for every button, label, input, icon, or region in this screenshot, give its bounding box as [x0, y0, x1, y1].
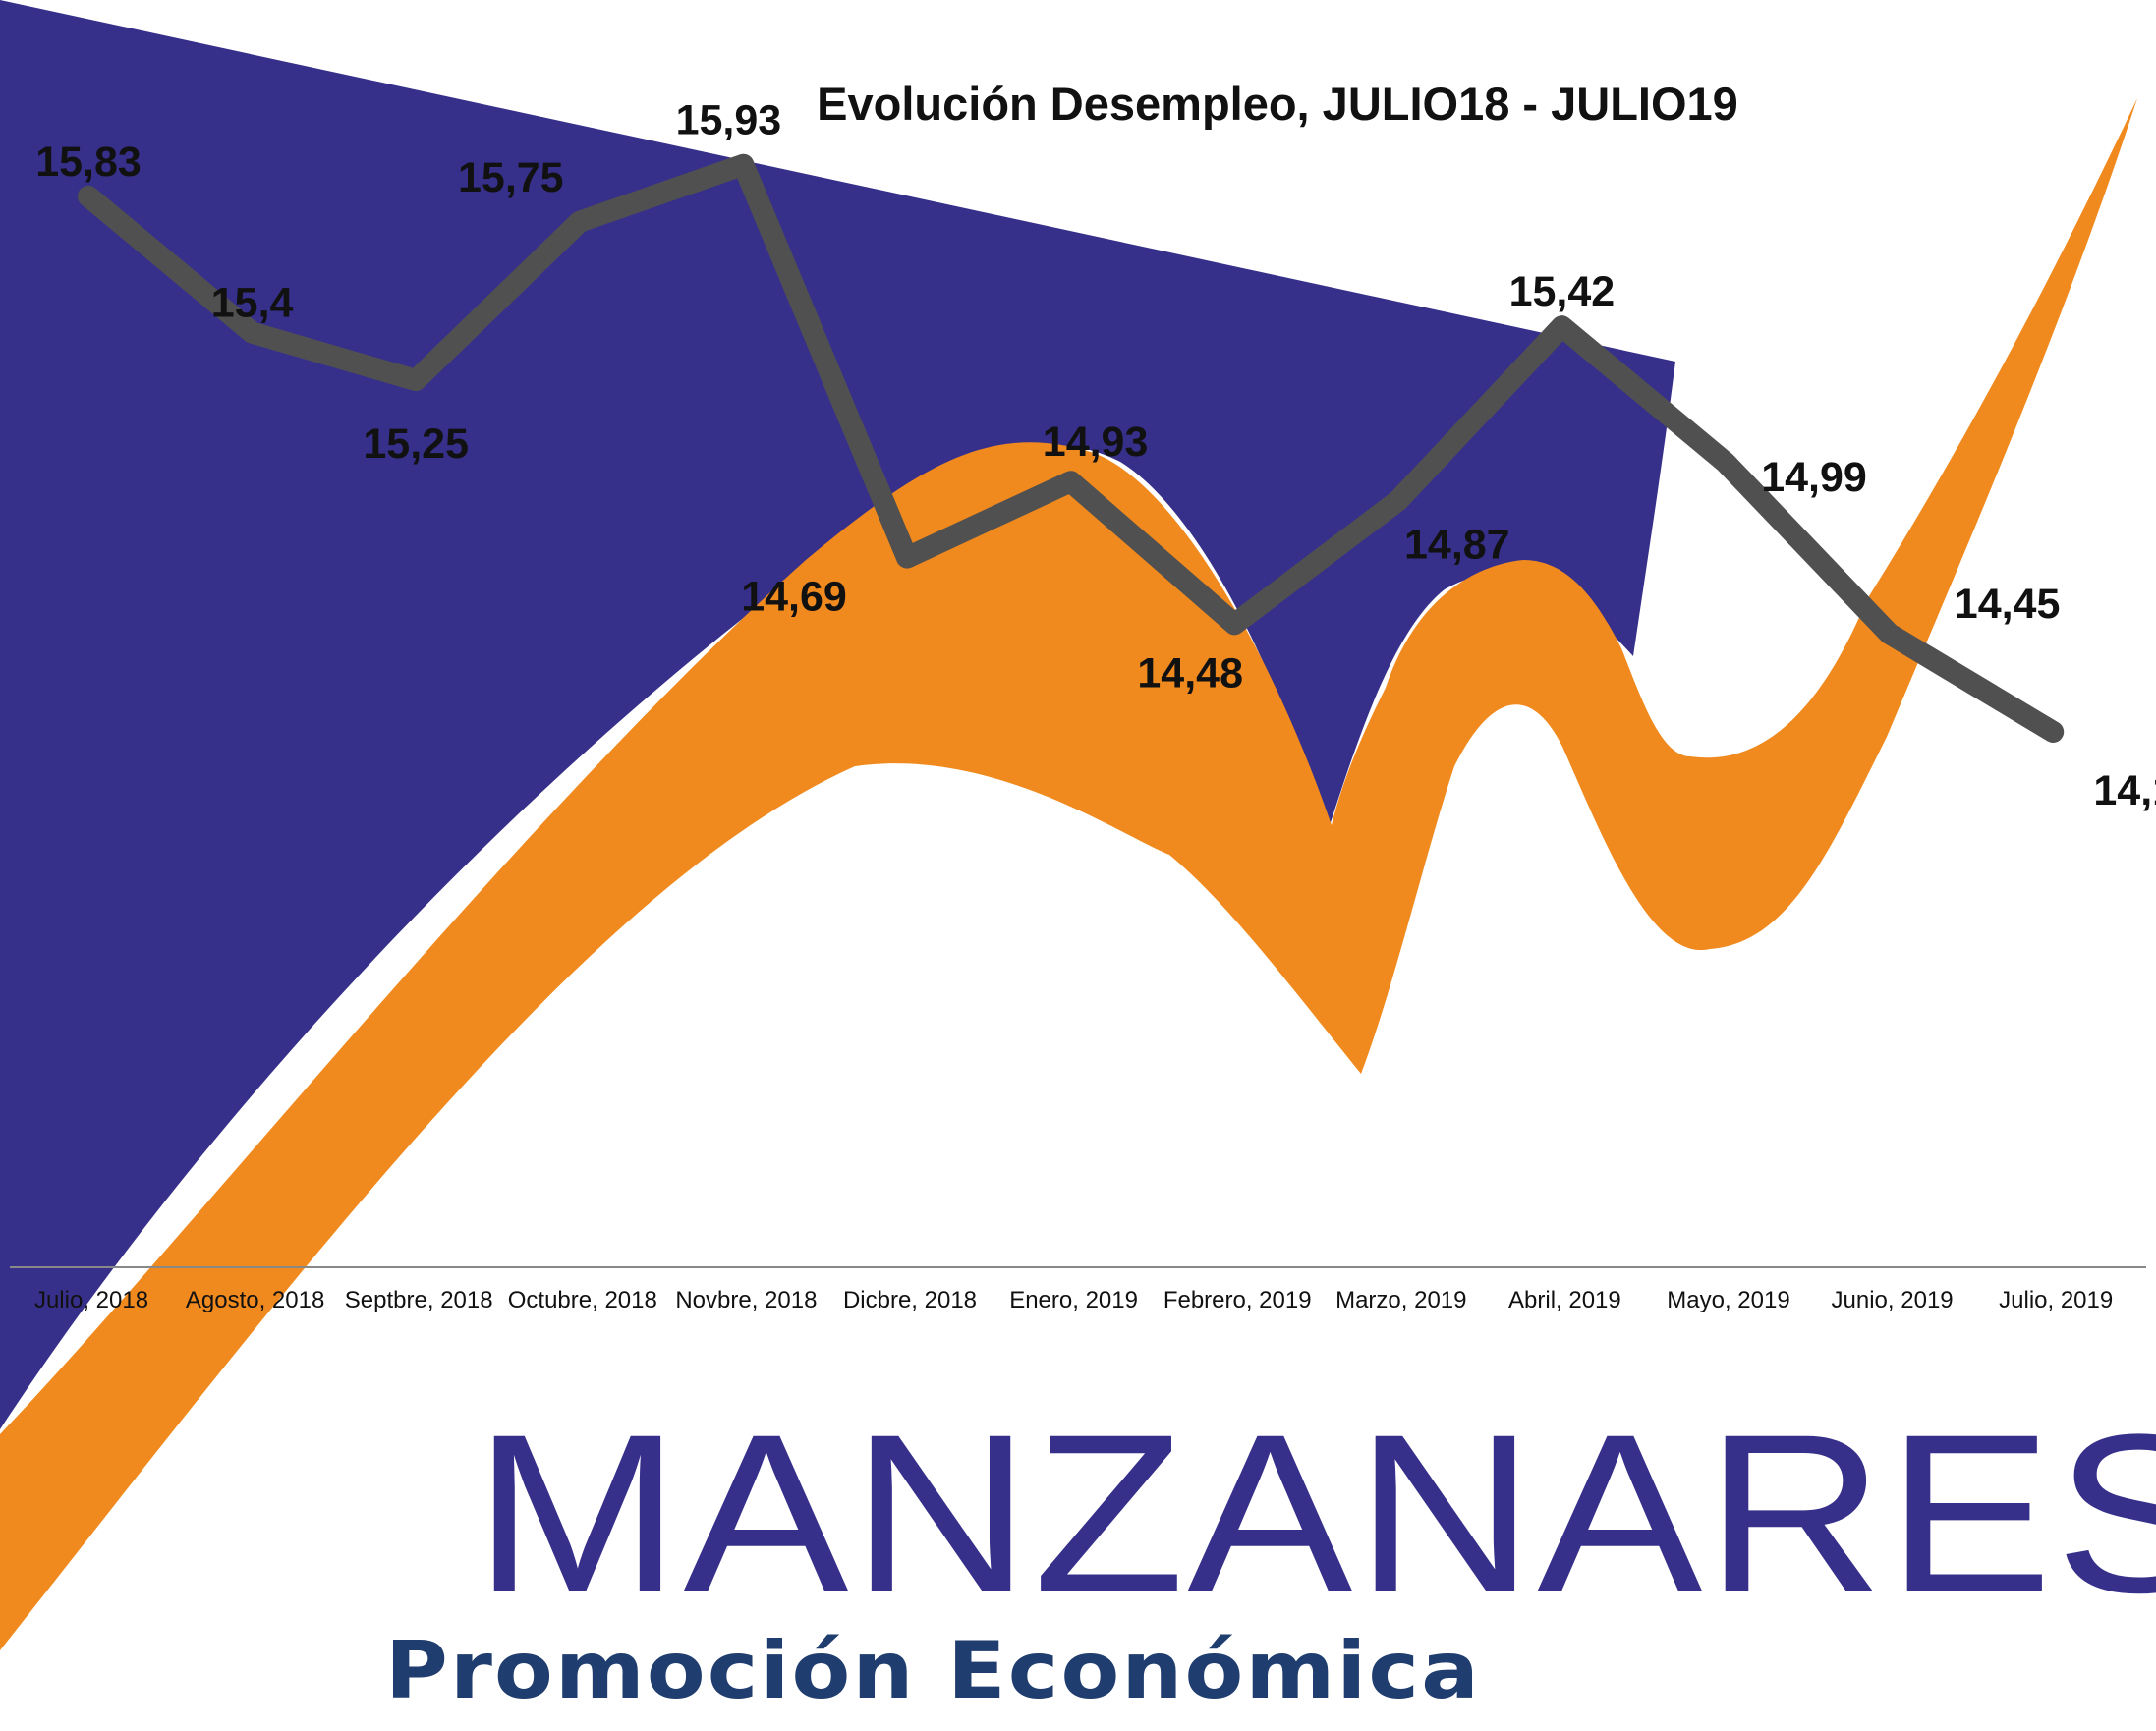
data-label: 15,25 [363, 420, 469, 468]
data-label: 15,75 [458, 154, 564, 201]
x-tick-label: Junio, 2019 [1832, 1287, 1954, 1313]
data-label: 14,14 [2093, 767, 2156, 814]
x-tick-label: Julio, 2019 [1999, 1287, 2113, 1313]
x-tick-label: Febrero, 2019 [1163, 1287, 1312, 1313]
x-tick-label: Agosto, 2018 [186, 1287, 324, 1313]
data-label: 14,99 [1761, 454, 1867, 501]
data-label: 14,93 [1043, 419, 1149, 466]
x-tick-label: Marzo, 2019 [1335, 1287, 1466, 1313]
data-label: 14,45 [1955, 581, 2061, 628]
x-tick-label: Enero, 2019 [1009, 1287, 1138, 1313]
x-tick-label: Septbre, 2018 [345, 1287, 493, 1313]
data-labels: 15,83 15,4 15,25 15,75 15,93 14,69 14,93 14,48 1… [35, 97, 2156, 814]
data-label: 14,48 [1137, 649, 1243, 697]
x-tick-label: Abril, 2019 [1508, 1287, 1621, 1313]
logo-orange-swoosh [0, 98, 2137, 1650]
logo-purple-shape [0, 0, 1675, 1429]
x-tick-label: Octubre, 2018 [508, 1287, 657, 1313]
data-label: 15,83 [35, 139, 142, 186]
x-tick-label: Mayo, 2019 [1667, 1287, 1789, 1313]
brand-name: MANZANARES [474, 1387, 2156, 1640]
data-label: 14,87 [1404, 522, 1510, 569]
x-axis-ticks: Julio, 2018 Agosto, 2018 Septbre, 2018 Octu… [34, 1287, 2113, 1313]
data-label: 15,4 [211, 280, 294, 327]
chart-title: Evolución Desempleo, JULIO18 - JULIO19 [817, 78, 1738, 130]
brand-tagline: Promoción Económica [385, 1625, 1481, 1716]
x-tick-label: Dicbre, 2018 [843, 1287, 977, 1313]
x-tick-label: Novbre, 2018 [675, 1287, 817, 1313]
x-tick-label: Julio, 2018 [34, 1287, 148, 1313]
series-line [78, 153, 2065, 743]
data-label: 14,69 [741, 574, 847, 621]
data-label: 15,42 [1509, 268, 1616, 315]
data-label: 15,93 [676, 97, 782, 144]
